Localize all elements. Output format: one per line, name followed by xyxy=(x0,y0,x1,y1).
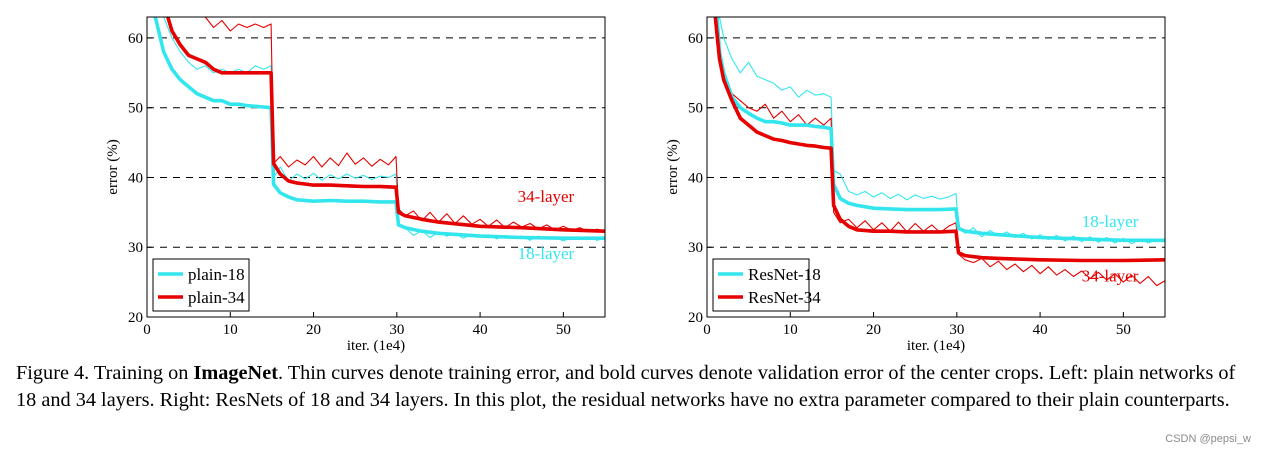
validation-curve xyxy=(715,17,1165,243)
legend: plain-18 plain-34 xyxy=(152,258,250,312)
series-annotation: 18-layer xyxy=(1082,212,1139,231)
series-annotation: 18-layer xyxy=(518,244,575,263)
validation-curve xyxy=(153,17,605,240)
figure-caption: Figure 4. Training on ImageNet. Thin cur… xyxy=(16,360,1254,414)
y-tick-label: 30 xyxy=(688,240,703,256)
legend-label: plain-34 xyxy=(188,288,245,307)
x-tick-label: 0 xyxy=(143,322,151,338)
resnet-plot: 0 10 20 30 40 50 20 30 40 50 60 iter. (1e4) error (%… xyxy=(665,16,1166,354)
y-tick-label: 40 xyxy=(128,170,143,186)
x-tick-label: 40 xyxy=(473,322,488,338)
plot-frame xyxy=(706,16,1166,318)
legend: ResNet-18 ResNet-34 xyxy=(712,258,821,312)
y-tick-label: 60 xyxy=(128,31,143,47)
caption-bold-term: ImageNet xyxy=(193,362,278,384)
y-tick-label: 50 xyxy=(128,101,143,117)
validation-curve xyxy=(166,17,605,233)
legend-label: ResNet-34 xyxy=(748,288,821,307)
plot-frame xyxy=(146,16,606,318)
series-annotation: 34-layer xyxy=(1082,266,1139,285)
figure-4: 0 10 20 30 40 50 20 30 40 50 60 iter. (1e4) error (%… xyxy=(105,16,1166,354)
y-tick-label: 60 xyxy=(688,31,703,47)
x-tick-label: 0 xyxy=(703,322,711,338)
y-tick-label: 30 xyxy=(128,240,143,256)
x-tick-label: 20 xyxy=(306,322,321,338)
x-tick-label: 50 xyxy=(556,322,571,338)
y-axis-label: error (%) xyxy=(665,139,681,194)
legend-box xyxy=(712,258,810,312)
x-tick-label: 10 xyxy=(783,322,798,338)
y-tick-label: 20 xyxy=(128,310,143,326)
watermark: CSDN @pepsi_w xyxy=(1165,433,1251,445)
x-tick-label: 10 xyxy=(223,322,238,338)
series-annotation: 34-layer xyxy=(518,187,575,206)
x-tick-label: 30 xyxy=(949,322,964,338)
series-group xyxy=(713,17,1165,287)
y-axis-label: error (%) xyxy=(105,139,121,194)
caption-text: . Thin curves denote training error, and… xyxy=(16,362,1236,411)
caption-label: Figure 4. Training on xyxy=(16,362,194,384)
x-tick-label: 50 xyxy=(1116,322,1131,338)
legend-box xyxy=(152,258,250,312)
y-tick-label: 50 xyxy=(688,101,703,117)
legend-label: ResNet-18 xyxy=(748,265,821,284)
x-tick-label: 40 xyxy=(1033,322,1048,338)
legend-label: plain-18 xyxy=(188,265,245,284)
plain-networks-plot: 0 10 20 30 40 50 20 30 40 50 60 iter. (1e4) error (%… xyxy=(105,16,606,354)
x-tick-label: 30 xyxy=(389,322,404,338)
y-tick-label: 40 xyxy=(688,170,703,186)
series-group xyxy=(153,17,605,242)
training-curve xyxy=(163,17,605,242)
x-tick-label: 20 xyxy=(866,322,881,338)
y-tick-label: 20 xyxy=(688,310,703,326)
x-axis-label: iter. (1e4) xyxy=(907,338,965,354)
training-curve xyxy=(716,17,1165,287)
x-axis-label: iter. (1e4) xyxy=(347,338,405,354)
validation-curve xyxy=(713,17,1165,263)
